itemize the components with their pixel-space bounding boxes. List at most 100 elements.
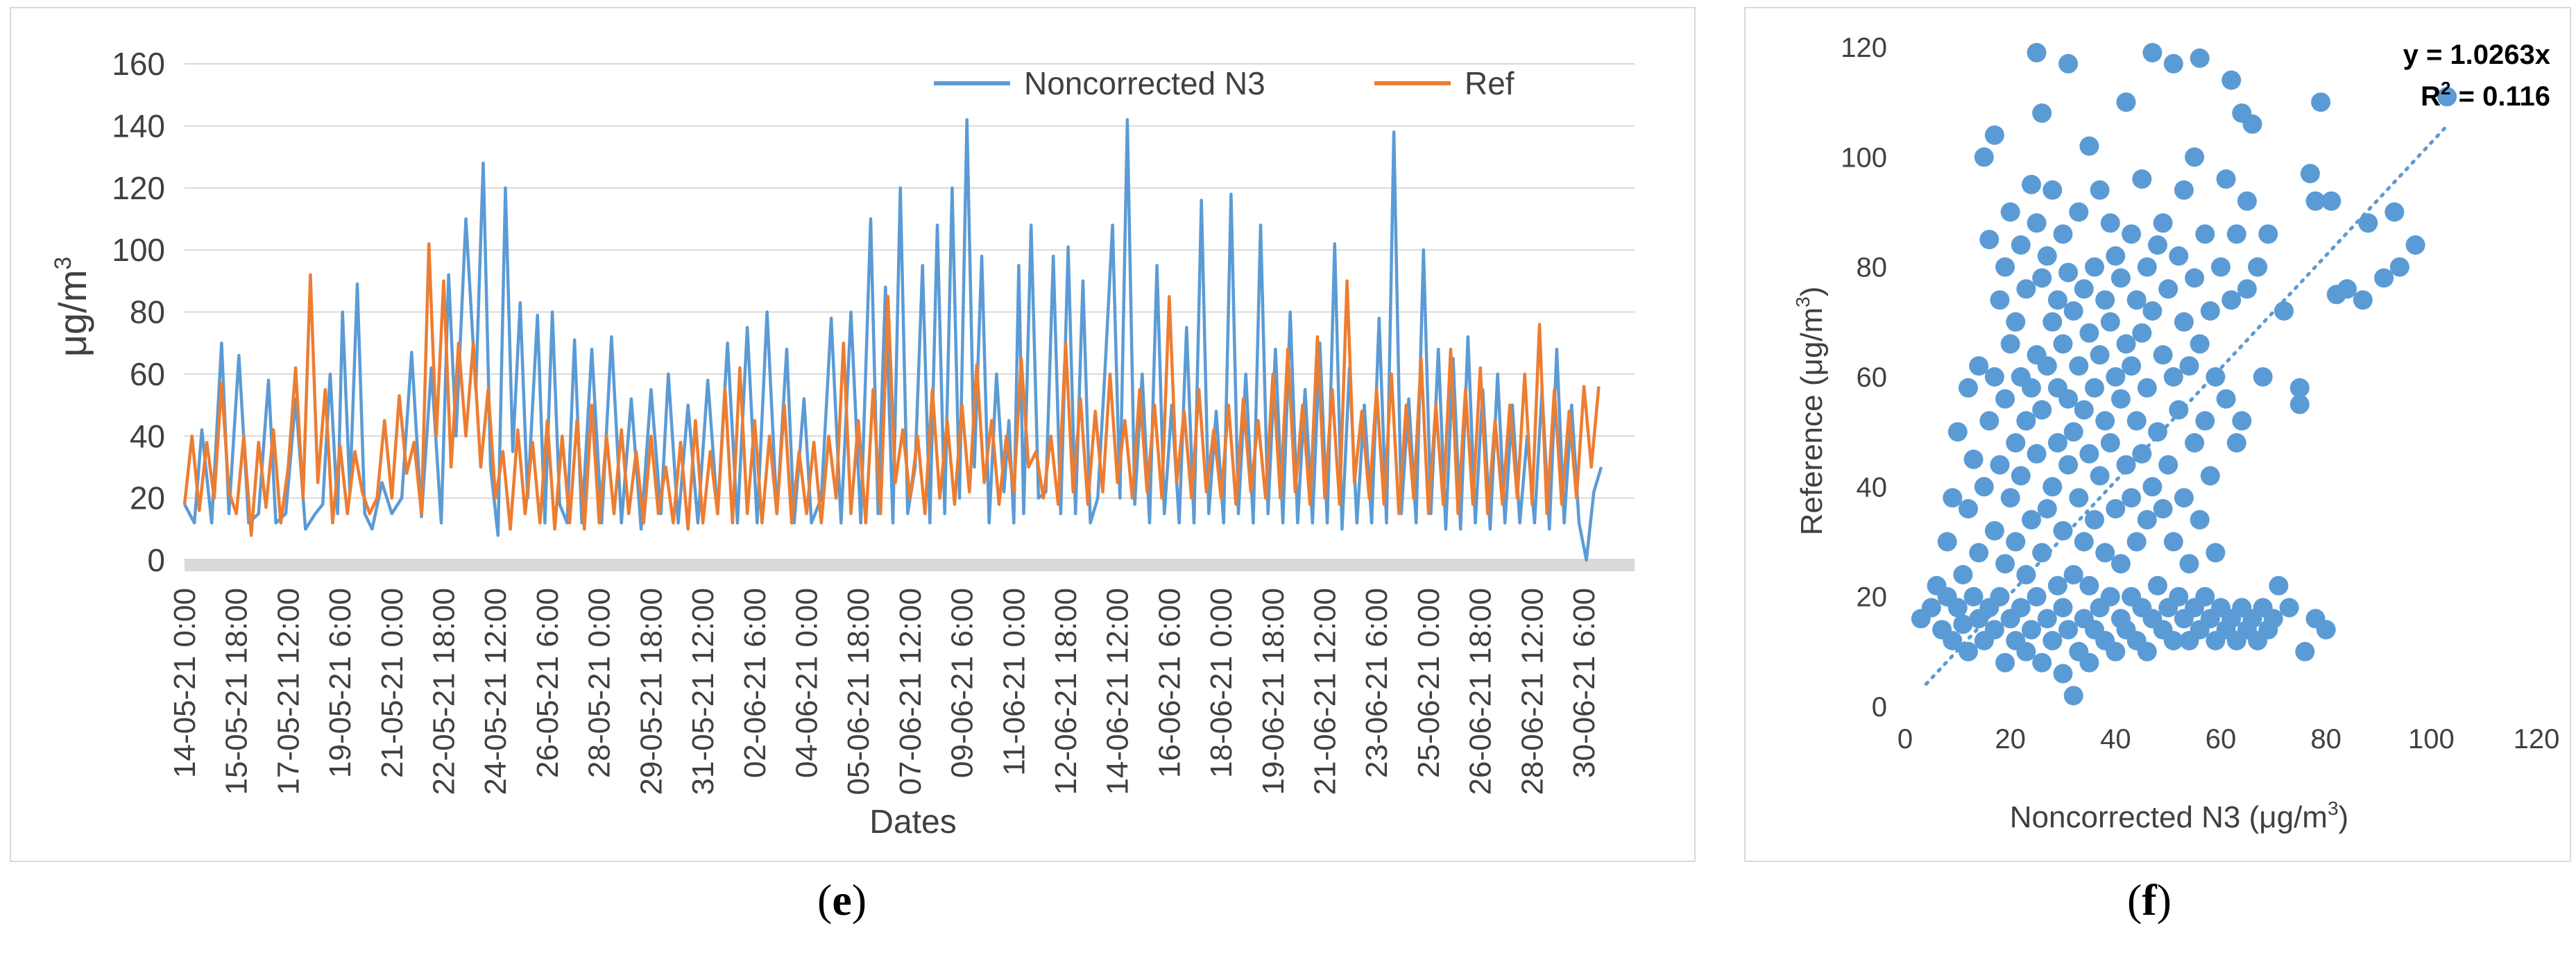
x-tick-label: 28-06-21 12:00: [1515, 588, 1549, 795]
scatter-point: [2063, 565, 2083, 584]
scatter-point: [2042, 312, 2063, 332]
scatter-point: [2106, 367, 2126, 387]
scatter-x-tick-label: 0: [1897, 724, 1913, 754]
scatter-point: [1953, 565, 1973, 584]
x-tick-label: 28-05-21 0:00: [583, 588, 617, 778]
scatter-point: [1969, 356, 1989, 376]
scatter-point: [2053, 598, 2073, 618]
x-tick-label: 12-06-21 18:00: [1049, 588, 1083, 795]
scatter-y-axis-label: Reference (μg/m3): [1792, 287, 1829, 536]
scatter-point: [2058, 620, 2079, 640]
scatter-point: [2158, 455, 2178, 475]
scatter-point: [1959, 499, 1978, 518]
scatter-point: [2042, 477, 2063, 497]
scatter-point: [2137, 509, 2157, 530]
x-tick-label: 29-05-21 18:00: [634, 588, 668, 795]
scatter-point: [2063, 422, 2083, 442]
scatter-point: [1974, 477, 1994, 497]
scatter-point: [1921, 598, 1941, 618]
x-tick-label: 25-06-21 0:00: [1412, 588, 1446, 778]
scatter-point: [2185, 433, 2205, 453]
scatter-point: [2053, 521, 2073, 541]
scatter-point: [1990, 587, 2010, 607]
scatter-point: [2032, 103, 2052, 123]
scatter-point: [1995, 257, 2015, 277]
scatter-point: [1937, 532, 1957, 552]
scatter-point: [2016, 565, 2036, 584]
scatter-x-tick-label: 20: [1995, 724, 2026, 754]
scatter-point: [2074, 279, 2094, 299]
scatter-point: [2011, 235, 2031, 255]
scatter-y-tick-label: 20: [1857, 582, 1888, 613]
scatter-point: [1995, 554, 2015, 574]
legend-label-noncorrected: Noncorrected N3: [1024, 65, 1265, 101]
legend: Noncorrected N3 Ref: [934, 65, 1515, 101]
scatter-point: [1984, 125, 2004, 145]
scatter-point: [2116, 92, 2136, 112]
scatter-point: [2263, 609, 2283, 629]
scatter-point: [2237, 279, 2257, 299]
scatter-point: [2169, 400, 2189, 420]
scatter-point: [2221, 290, 2242, 310]
y-tick-label: 120: [112, 170, 165, 206]
scatter-point: [2232, 411, 2252, 431]
scatter-point: [2274, 301, 2294, 321]
scatter-point: [1995, 652, 2015, 673]
scatter-point: [2106, 499, 2126, 518]
scatter-point: [2090, 345, 2110, 365]
scatter-point: [2100, 213, 2120, 233]
scatter-point: [2122, 224, 2142, 244]
legend-label-ref: Ref: [1465, 65, 1515, 101]
scatter-point: [2100, 433, 2120, 453]
scatter-point: [2095, 411, 2115, 431]
scatter-point: [2110, 268, 2131, 288]
scatter-point: [2242, 114, 2262, 134]
scatter-point: [2106, 246, 2126, 266]
y-axis-label: μg/m3: [50, 257, 94, 357]
scatter-point: [2126, 532, 2147, 552]
x-tick-label: 16-06-21 6:00: [1152, 588, 1186, 778]
scatter-point: [2300, 164, 2320, 184]
scatter-point: [2258, 224, 2278, 244]
scatter-point: [2079, 136, 2099, 156]
scatter-point: [2163, 631, 2183, 650]
scatter-point: [2047, 433, 2067, 453]
scatter-point: [2085, 378, 2104, 398]
scatter-y-tick-label: 80: [1857, 253, 1888, 283]
scatter-point: [2190, 334, 2210, 354]
scatter-point: [2032, 400, 2052, 420]
x-tick-labels: 14-05-21 0:00 15-05-21 18:00 17-05-21 12:0…: [168, 588, 1601, 795]
scatter-point: [1990, 290, 2010, 310]
scatter-point: [2142, 42, 2163, 62]
scatter-point: [2037, 246, 2057, 266]
scatter-point: [2047, 290, 2067, 310]
scatter-points: [1911, 42, 2457, 706]
x-axis: [185, 559, 1635, 571]
scatter-point: [1947, 422, 1968, 442]
scatter-point: [2137, 378, 2157, 398]
scatter-point: [2085, 257, 2104, 277]
scatter-point: [1963, 449, 1984, 469]
x-tick-label: 11-06-21 0:00: [997, 588, 1031, 776]
x-tick-label: 04-06-21 0:00: [790, 588, 824, 778]
scatter-point: [2037, 609, 2057, 629]
scatter-point: [2100, 312, 2120, 332]
scatter-x-tick-label: 40: [2100, 724, 2131, 754]
scatter-point: [2195, 587, 2215, 607]
scatter-point: [2016, 279, 2036, 299]
x-tick-label: 21-06-21 12:00: [1308, 588, 1342, 795]
scatter-point: [2053, 334, 2073, 354]
scatter-point: [2069, 488, 2089, 508]
scatter-point: [2211, 257, 2230, 277]
scatter-point: [2079, 575, 2099, 596]
scatter-point: [2200, 466, 2220, 486]
scatter-point: [1990, 455, 2010, 475]
scatter-point: [2289, 378, 2310, 398]
scatter-point: [2047, 575, 2067, 596]
scatter-point: [2153, 499, 2173, 518]
x-tick-label: 15-05-21 18:00: [220, 588, 254, 795]
x-tick-label: 19-06-21 18:00: [1256, 588, 1290, 795]
scatter-point: [2185, 147, 2205, 167]
scatter-point: [2063, 301, 2083, 321]
scatter-point: [2295, 641, 2315, 661]
